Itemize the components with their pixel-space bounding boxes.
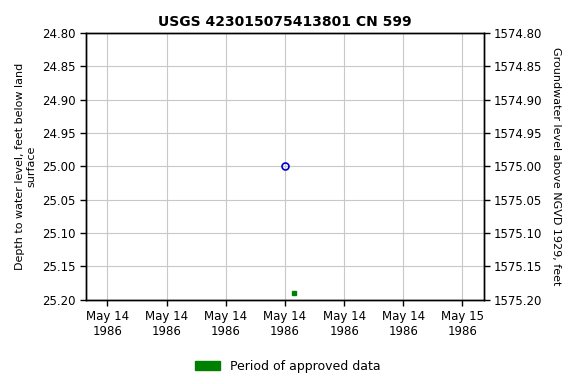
Legend: Period of approved data: Period of approved data — [190, 355, 386, 378]
Title: USGS 423015075413801 CN 599: USGS 423015075413801 CN 599 — [158, 15, 412, 29]
Y-axis label: Depth to water level, feet below land
surface: Depth to water level, feet below land su… — [15, 63, 37, 270]
Y-axis label: Groundwater level above NGVD 1929, feet: Groundwater level above NGVD 1929, feet — [551, 47, 561, 286]
